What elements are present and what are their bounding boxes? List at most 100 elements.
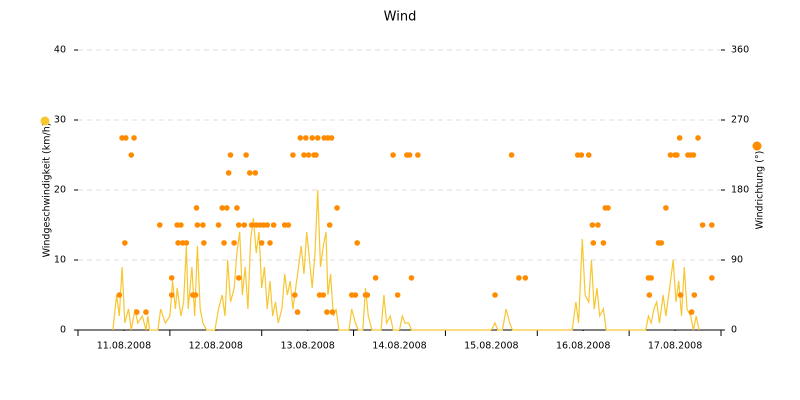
wind-direction-point bbox=[658, 240, 665, 246]
wind-direction-point bbox=[291, 292, 298, 298]
wind-direction-point bbox=[215, 222, 222, 228]
wind-direction-point bbox=[677, 292, 684, 298]
y2-tick-label: 0 bbox=[731, 325, 737, 336]
wind-direction-point bbox=[219, 205, 226, 211]
wind-direction-point bbox=[334, 205, 340, 211]
wind-direction-point bbox=[313, 152, 319, 158]
wind-direction-point bbox=[372, 275, 379, 281]
wind-direction-point bbox=[246, 170, 253, 176]
wind-direction-point bbox=[508, 152, 515, 158]
y-tick-label: 10 bbox=[54, 255, 66, 266]
wind-direction-point bbox=[192, 292, 199, 298]
wind-direction-point bbox=[699, 222, 706, 228]
x-tick-label: 16.08.2008 bbox=[556, 341, 610, 352]
wind-direction-point bbox=[248, 222, 255, 228]
wind-direction-point bbox=[285, 222, 292, 228]
y-tick-label: 40 bbox=[54, 45, 66, 56]
wind-direction-point bbox=[646, 292, 653, 298]
x-tick-label: 17.08.2008 bbox=[648, 341, 702, 352]
wind-direction-point bbox=[605, 205, 611, 211]
wind-direction-point bbox=[122, 135, 129, 141]
legend-dot bbox=[40, 116, 50, 126]
wind-direction-point bbox=[290, 152, 296, 158]
wind-direction-point bbox=[116, 292, 123, 298]
wind-direction-point bbox=[297, 135, 304, 141]
wind-direction-point bbox=[326, 222, 333, 228]
wind-direction-point bbox=[648, 275, 654, 281]
wind-direction-point bbox=[241, 222, 248, 228]
wind-direction-point bbox=[709, 275, 715, 281]
wind-direction-point bbox=[183, 240, 190, 246]
wind-direction-point bbox=[390, 152, 396, 158]
wind-direction-point bbox=[695, 135, 701, 141]
x-tick-label: 11.08.2008 bbox=[97, 341, 151, 352]
wind-direction-point bbox=[301, 152, 307, 158]
wind-direction-point bbox=[128, 152, 135, 158]
wind-direction-point bbox=[231, 240, 237, 246]
wind-direction-point bbox=[589, 222, 596, 228]
wind-direction-point bbox=[354, 240, 361, 246]
wind-direction-point bbox=[305, 152, 312, 158]
chart-title: Wind bbox=[384, 10, 417, 25]
wind-direction-point bbox=[122, 240, 128, 246]
x-tick-label: 15.08.2008 bbox=[464, 341, 518, 352]
wind-direction-point bbox=[267, 240, 273, 246]
wind-direction-point bbox=[415, 152, 421, 158]
wind-direction-point bbox=[408, 275, 415, 281]
wind-direction-point bbox=[688, 309, 695, 315]
wind-direction-point bbox=[294, 309, 301, 315]
wind-direction-point bbox=[235, 275, 242, 281]
wind-direction-point bbox=[201, 240, 207, 246]
y2-tick-label: 360 bbox=[731, 45, 749, 56]
wind-direction-point bbox=[314, 135, 321, 141]
wind-direction-point bbox=[364, 292, 371, 298]
x-tick-label: 13.08.2008 bbox=[280, 341, 334, 352]
wind-direction-point bbox=[674, 152, 680, 158]
wind-direction-point bbox=[227, 152, 234, 158]
wind-direction-point bbox=[133, 309, 140, 315]
x-tick-label: 12.08.2008 bbox=[189, 341, 243, 352]
wind-direction-point bbox=[600, 240, 607, 246]
wind-speed-line bbox=[112, 189, 700, 331]
wind-direction-point bbox=[709, 222, 715, 228]
wind-direction-point bbox=[595, 222, 601, 228]
wind-direction-point bbox=[352, 292, 359, 298]
wind-direction-point bbox=[168, 292, 175, 298]
wind-direction-point bbox=[663, 205, 669, 211]
y-tick-label: 20 bbox=[54, 185, 66, 196]
wind-direction-point bbox=[578, 152, 585, 158]
wind-direction-point bbox=[690, 152, 697, 158]
wind-direction-point bbox=[243, 152, 249, 158]
wind-direction-point bbox=[492, 292, 498, 298]
y-tick-label: 0 bbox=[60, 325, 66, 336]
y-axis-label: Windgeschwindigkeit (km/h) bbox=[42, 123, 53, 258]
wind-direction-point bbox=[221, 240, 227, 246]
wind-direction-point bbox=[406, 152, 413, 158]
y2-axis-label: Windrichtung (°) bbox=[755, 151, 766, 230]
wind-direction-point bbox=[168, 275, 175, 281]
wind-direction-point bbox=[516, 275, 522, 281]
legend-dot bbox=[752, 141, 762, 151]
wind-direction-point bbox=[328, 135, 335, 141]
wind-direction-point bbox=[264, 222, 271, 228]
wind-direction-point bbox=[329, 309, 336, 315]
wind-direction-point bbox=[235, 222, 242, 228]
wind-direction-point bbox=[258, 240, 265, 246]
wind-direction-point bbox=[676, 135, 683, 141]
wind-direction-point bbox=[175, 240, 181, 246]
wind-direction-point bbox=[193, 205, 200, 211]
y2-tick-label: 270 bbox=[731, 115, 749, 126]
wind-direction-point bbox=[522, 275, 529, 281]
wind-direction-point bbox=[590, 240, 597, 246]
y-tick-label: 30 bbox=[54, 115, 66, 126]
wind-direction-point bbox=[324, 309, 330, 315]
wind-direction-point bbox=[320, 292, 327, 298]
y2-tick-label: 90 bbox=[731, 255, 743, 266]
wind-direction-point bbox=[143, 309, 149, 315]
wind-direction-point bbox=[131, 135, 137, 141]
wind-direction-point bbox=[667, 152, 674, 158]
wind-direction-point bbox=[156, 222, 163, 228]
wind-direction-point bbox=[585, 152, 592, 158]
wind-direction-point bbox=[394, 292, 401, 298]
